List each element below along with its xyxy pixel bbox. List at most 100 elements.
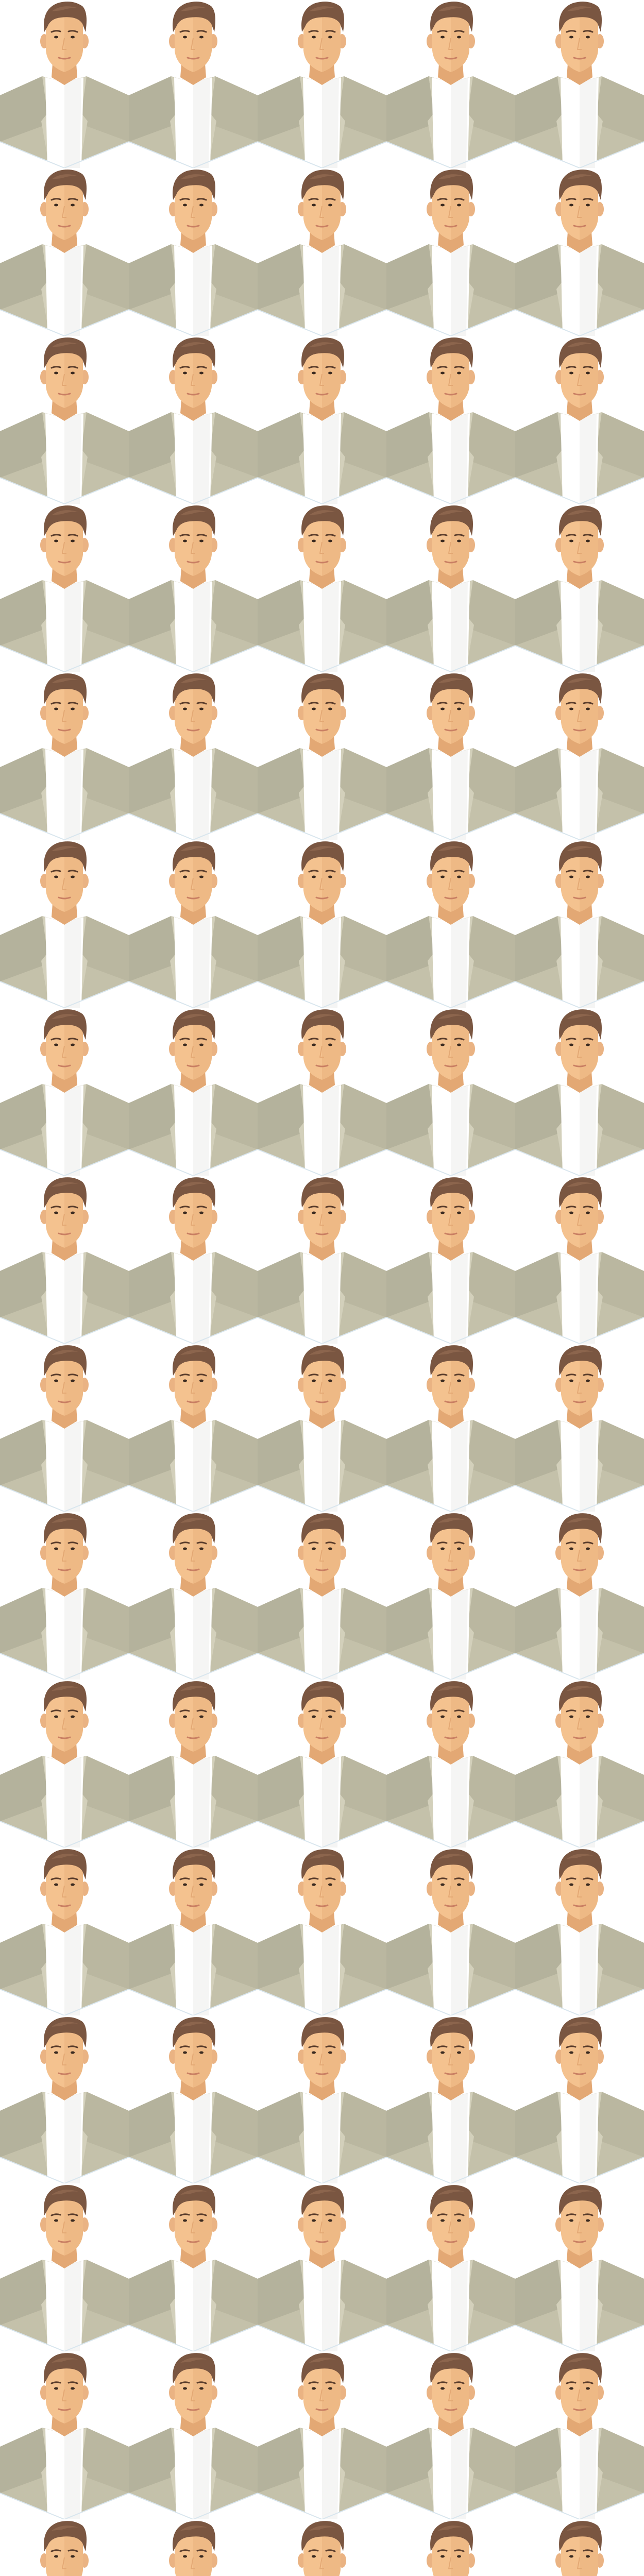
shirt [432, 1925, 470, 2015]
shirt [303, 1253, 341, 1344]
man-avatar-icon [0, 2183, 129, 2351]
man-avatar-icon [0, 840, 129, 1008]
hair [173, 1009, 215, 1040]
man-avatar-icon [129, 2351, 258, 2519]
hair [44, 2185, 87, 2215]
shirt [45, 581, 83, 672]
shirt [174, 1253, 212, 1344]
man-avatar-icon [258, 672, 386, 840]
hair [301, 1849, 344, 1879]
hair [430, 841, 473, 872]
man-avatar-icon [0, 672, 129, 840]
shirt [432, 77, 470, 168]
man-avatar-icon [515, 504, 644, 672]
hair [430, 1009, 473, 1040]
hair [430, 1849, 473, 1879]
shirt [174, 2429, 212, 2519]
man-avatar-icon [515, 2015, 644, 2183]
shirt [561, 413, 599, 504]
shirt [432, 1589, 470, 1680]
man-avatar-icon [386, 336, 515, 504]
hair [430, 1345, 473, 1376]
man-avatar-icon [258, 1848, 386, 2015]
man-avatar-icon [0, 504, 129, 672]
hair [301, 337, 344, 368]
hair [301, 1009, 344, 1040]
hair [173, 673, 215, 704]
man-avatar-icon [0, 0, 129, 168]
hair [430, 673, 473, 704]
man-avatar-icon [386, 504, 515, 672]
shirt [432, 1085, 470, 1176]
shirt [174, 749, 212, 840]
shirt [174, 2093, 212, 2183]
hair [173, 337, 215, 368]
shirt [45, 245, 83, 336]
hair [430, 505, 473, 536]
hair [301, 170, 344, 200]
man-avatar-icon [515, 1344, 644, 1512]
hair [173, 2353, 215, 2383]
man-avatar-icon [0, 1512, 129, 1680]
shirt [561, 1421, 599, 1512]
man-avatar-icon [129, 1344, 258, 1512]
man-avatar-icon [515, 1008, 644, 1176]
hair [173, 1681, 215, 1711]
man-avatar-icon [258, 840, 386, 1008]
man-avatar-icon [515, 336, 644, 504]
man-avatar-icon [386, 1176, 515, 1344]
shirt [303, 917, 341, 1008]
shirt [174, 77, 212, 168]
hair [430, 1513, 473, 1544]
man-avatar-icon [515, 1176, 644, 1344]
shirt [174, 245, 212, 336]
shirt [303, 1421, 341, 1512]
shirt [432, 2093, 470, 2183]
shirt [432, 917, 470, 1008]
hair [559, 1177, 602, 1208]
jacket [0, 1084, 129, 1176]
hair [430, 2017, 473, 2047]
hair [44, 1513, 87, 1544]
shirt [45, 1253, 83, 1344]
shirt [45, 413, 83, 504]
shirt [303, 1085, 341, 1176]
face [303, 2529, 341, 2576]
shirt [174, 2261, 212, 2351]
hair [430, 1681, 473, 1711]
hair [44, 673, 87, 704]
man-avatar-icon [0, 2015, 129, 2183]
man-avatar-icon [0, 1008, 129, 1176]
shirt [432, 581, 470, 672]
hair [559, 1513, 602, 1544]
man-avatar-icon [129, 672, 258, 840]
man-avatar-icon [515, 672, 644, 840]
hair [301, 2017, 344, 2047]
man-avatar-icon [258, 2519, 386, 2576]
shirt [303, 1925, 341, 2015]
man-avatar-icon [129, 1680, 258, 1848]
man-avatar-icon [258, 1680, 386, 1848]
hair [44, 2, 87, 32]
man-avatar-icon [129, 168, 258, 336]
hair [173, 1513, 215, 1544]
man-avatar-icon [386, 1512, 515, 1680]
hair [559, 2353, 602, 2383]
hair [173, 2, 215, 32]
man-avatar-icon [129, 1008, 258, 1176]
hair [430, 2353, 473, 2383]
man-avatar-icon [386, 2519, 515, 2576]
hair [301, 673, 344, 704]
hair [173, 2017, 215, 2047]
shirt [561, 749, 599, 840]
man-avatar-icon [386, 1344, 515, 1512]
shirt [432, 413, 470, 504]
hair [44, 1681, 87, 1711]
hair [559, 2, 602, 32]
hair [44, 505, 87, 536]
man-avatar-icon [129, 0, 258, 168]
man-avatar-icon [129, 1176, 258, 1344]
man-avatar-icon [515, 1680, 644, 1848]
hair [44, 2521, 87, 2551]
